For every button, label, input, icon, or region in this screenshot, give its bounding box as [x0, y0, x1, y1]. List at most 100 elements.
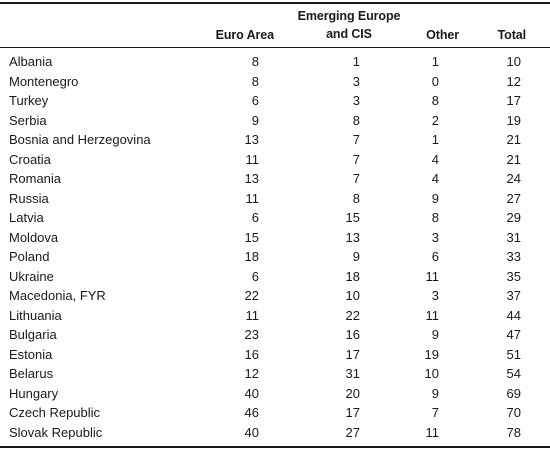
- table-row: Slovak Republic 40 27 11 78: [0, 423, 550, 443]
- emerging-value-cell: 15: [345, 210, 360, 225]
- emerging-value-cell: 3: [352, 93, 360, 108]
- euro-value-cell: 40: [244, 424, 259, 440]
- table-row: Hungary 40 20 9 69: [0, 384, 550, 404]
- total-value-cell: 31: [506, 229, 521, 245]
- total-value-cell: 78: [506, 424, 521, 440]
- country-name-cell: Czech Republic: [9, 405, 101, 420]
- emerging-value-cell: 13: [345, 229, 360, 245]
- country-name-cell: Poland: [9, 249, 50, 264]
- euro-value-cell: 6: [251, 210, 259, 225]
- table-row: Macedonia, FYR 22 10 3 37: [0, 286, 550, 306]
- country-name-cell: Slovak Republic: [9, 424, 103, 440]
- euro-value-cell: 15: [244, 229, 259, 245]
- table-row: Ukraine 6 18 11 35: [0, 267, 550, 287]
- emerging-value-cell: 18: [345, 268, 360, 284]
- table-row: Estonia 16 17 19 51: [0, 345, 550, 365]
- other-value-cell: 9: [431, 385, 439, 401]
- country-name-cell: Latvia: [9, 210, 44, 225]
- table-body: Albania 8 1 1 10 Montenegro 8 3 0 12 Turkey 6 3 8 17 Se…: [0, 52, 550, 442]
- table-row: Bosnia and Herzegovina 13 7 1 21: [0, 130, 550, 150]
- total-value-cell: 21: [506, 151, 521, 167]
- emerging-value-cell: 9: [352, 249, 360, 264]
- total-value-cell: 19: [506, 112, 521, 128]
- country-name-cell: Romania: [9, 171, 62, 186]
- emerging-value-cell: 8: [352, 190, 360, 206]
- country-name-cell: Croatia: [9, 151, 51, 167]
- emerging-value-cell: 20: [345, 385, 360, 401]
- country-name-cell: Macedonia, FYR: [9, 288, 106, 303]
- table-row: Montenegro 8 3 0 12: [0, 72, 550, 92]
- column-header-total: Total: [497, 28, 527, 42]
- other-value-cell: 6: [431, 249, 439, 264]
- table-row: Lithuania 11 22 11 44: [0, 306, 550, 326]
- total-value-cell: 37: [506, 288, 521, 303]
- country-name-cell: Bulgaria: [9, 327, 57, 342]
- table-row: Serbia 9 8 2 19: [0, 111, 550, 131]
- other-value-cell: 1: [431, 54, 439, 69]
- total-value-cell: 21: [506, 132, 521, 147]
- column-header-emerging-line1: Emerging Europe: [297, 9, 401, 23]
- euro-value-cell: 6: [251, 93, 259, 108]
- emerging-value-cell: 1: [352, 54, 360, 69]
- other-value-cell: 7: [431, 405, 439, 420]
- emerging-value-cell: 27: [345, 424, 360, 440]
- total-value-cell: 12: [506, 73, 521, 89]
- other-value-cell: 0: [431, 73, 439, 89]
- euro-value-cell: 13: [244, 132, 259, 147]
- total-value-cell: 35: [506, 268, 521, 284]
- country-name-cell: Estonia: [9, 346, 53, 362]
- table-row: Moldova 15 13 3 31: [0, 228, 550, 248]
- table-row: Bulgaria 23 16 9 47: [0, 325, 550, 345]
- country-name-cell: Turkey: [9, 93, 49, 108]
- other-value-cell: 10: [424, 366, 439, 381]
- total-value-cell: 44: [506, 307, 521, 323]
- country-name-cell: Bosnia and Herzegovina: [9, 132, 151, 147]
- euro-value-cell: 16: [244, 346, 259, 362]
- euro-value-cell: 40: [244, 385, 259, 401]
- emerging-value-cell: 7: [352, 171, 360, 186]
- other-value-cell: 8: [431, 93, 439, 108]
- table-header-rule: [0, 47, 550, 48]
- column-header-euro-area: Euro Area: [215, 28, 274, 42]
- euro-value-cell: 11: [245, 151, 260, 167]
- table-row: Czech Republic 46 17 7 70: [0, 403, 550, 423]
- total-value-cell: 70: [506, 405, 521, 420]
- other-value-cell: 3: [431, 229, 439, 245]
- country-name-cell: Moldova: [9, 229, 59, 245]
- emerging-value-cell: 7: [352, 132, 360, 147]
- other-value-cell: 11: [425, 268, 440, 284]
- other-value-cell: 11: [425, 424, 440, 440]
- euro-value-cell: 13: [244, 171, 259, 186]
- other-value-cell: 2: [431, 112, 439, 128]
- euro-value-cell: 18: [244, 249, 259, 264]
- euro-value-cell: 8: [251, 54, 259, 69]
- emerging-value-cell: 17: [345, 346, 360, 362]
- table-row: Albania 8 1 1 10: [0, 52, 550, 72]
- table-row: Turkey 6 3 8 17: [0, 91, 550, 111]
- total-value-cell: 17: [506, 93, 521, 108]
- table-row: Belarus 12 31 10 54: [0, 364, 550, 384]
- other-value-cell: 1: [431, 132, 439, 147]
- euro-value-cell: 11: [245, 190, 260, 206]
- other-value-cell: 9: [431, 190, 439, 206]
- total-value-cell: 54: [506, 366, 521, 381]
- euro-value-cell: 6: [251, 268, 259, 284]
- country-name-cell: Ukraine: [9, 268, 54, 284]
- table-top-rule: [0, 2, 550, 4]
- country-name-cell: Lithuania: [9, 307, 62, 323]
- column-header-emerging-europe-cis: Emerging Europe and CIS: [295, 7, 403, 43]
- euro-value-cell: 23: [244, 327, 259, 342]
- euro-value-cell: 12: [244, 366, 259, 381]
- table-row: Latvia 6 15 8 29: [0, 208, 550, 228]
- euro-value-cell: 11: [245, 307, 260, 323]
- other-value-cell: 19: [424, 346, 439, 362]
- total-value-cell: 27: [506, 190, 521, 206]
- euro-value-cell: 22: [244, 288, 259, 303]
- country-name-cell: Montenegro: [9, 73, 79, 89]
- other-value-cell: 4: [431, 151, 439, 167]
- euro-value-cell: 8: [251, 73, 259, 89]
- total-value-cell: 10: [506, 54, 521, 69]
- other-value-cell: 4: [431, 171, 439, 186]
- country-name-cell: Belarus: [9, 366, 54, 381]
